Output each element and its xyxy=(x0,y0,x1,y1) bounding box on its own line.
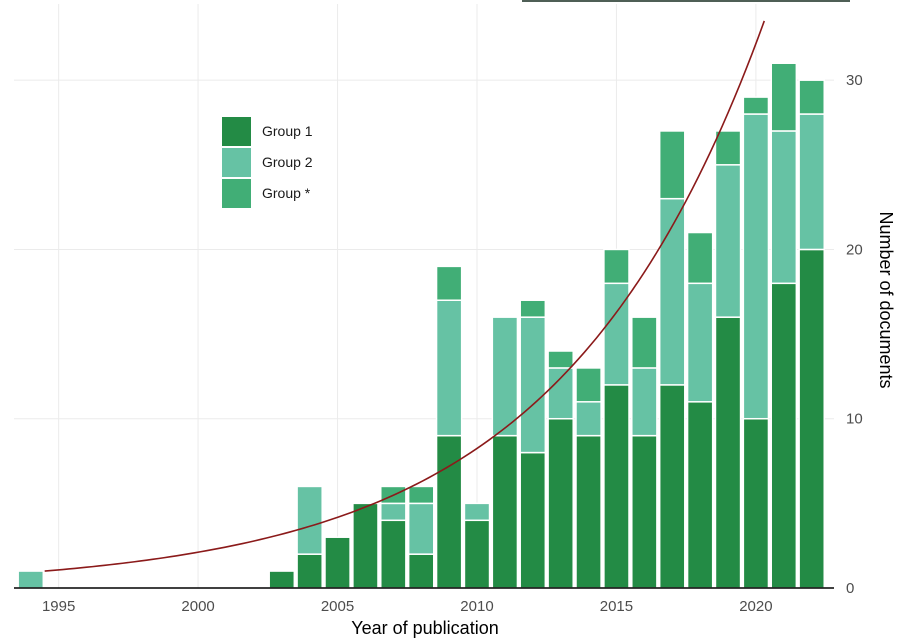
bar-segment-2016-series-3 xyxy=(631,316,658,369)
bar-segment-1994-series-2 xyxy=(17,570,45,589)
x-tick-label: 2010 xyxy=(460,598,493,615)
bar-segment-2021-series-2 xyxy=(770,130,798,285)
bar-segment-2016-series-2 xyxy=(631,367,658,437)
bar-segment-2018-series-3 xyxy=(686,231,714,285)
legend-swatch-series-3 xyxy=(222,179,251,208)
legend-label-series-2: Group 2 xyxy=(262,154,313,170)
bar-segment-2013-series-2 xyxy=(547,367,574,420)
bar-segment-2018-series-2 xyxy=(686,282,714,403)
bar-segment-2015-series-2 xyxy=(603,282,630,386)
bar-segment-2017-series-1 xyxy=(658,384,686,589)
bar-segment-2022-series-1 xyxy=(798,248,825,589)
legend-label-series-1: Group 1 xyxy=(262,123,313,139)
axes: 1995 2000 2005 2010 2015 2020 0 10 20 30 xyxy=(14,72,863,615)
bar-segment-2004-series-2 xyxy=(296,485,323,555)
bar-segment-2006-series-1 xyxy=(352,502,379,589)
bar-segment-2005-series-1 xyxy=(324,536,351,589)
bar-segment-2012-series-1 xyxy=(519,451,547,589)
y-tick-label: 10 xyxy=(846,411,863,428)
bar-segment-2008-series-2 xyxy=(407,502,435,555)
x-tick-label: 2005 xyxy=(321,598,354,615)
x-tick-label: 2000 xyxy=(181,598,214,615)
legend-label-series-3: Group * xyxy=(262,185,311,201)
bar-segment-2014-series-2 xyxy=(575,401,602,437)
bar-segment-2015-series-3 xyxy=(603,248,630,285)
bar-segment-2014-series-3 xyxy=(575,367,602,403)
bar-segment-2015-series-1 xyxy=(603,384,630,589)
bar-segment-2017-series-2 xyxy=(658,197,686,386)
bar-segment-2013-series-3 xyxy=(547,350,574,369)
bar-segment-2008-series-1 xyxy=(407,553,435,589)
x-tick-label: 2015 xyxy=(600,598,633,615)
bar-segment-2019-series-1 xyxy=(714,316,742,589)
bar-segment-2021-series-1 xyxy=(770,282,798,589)
y-tick-label: 0 xyxy=(846,580,854,597)
bar-segment-2007-series-1 xyxy=(380,519,407,589)
trend xyxy=(44,20,766,572)
bar-segment-2021-series-3 xyxy=(770,62,798,132)
y-tick-label: 30 xyxy=(846,72,863,89)
bar-segment-2010-series-2 xyxy=(463,502,491,522)
legend-swatch-series-2 xyxy=(222,148,251,177)
bar-segment-2009-series-2 xyxy=(435,299,463,437)
bar-segment-2009-series-3 xyxy=(435,265,463,301)
bar-segment-2012-series-3 xyxy=(519,299,547,318)
bar-segment-2017-series-3 xyxy=(658,130,686,200)
bar-segment-2011-series-2 xyxy=(491,316,519,437)
trend-curve xyxy=(44,20,766,572)
bar-segment-2008-series-3 xyxy=(407,485,435,505)
bar-segment-2013-series-1 xyxy=(547,417,574,589)
bars xyxy=(17,62,825,589)
legend-swatch-series-1 xyxy=(222,117,251,146)
bar-segment-2020-series-1 xyxy=(742,417,770,589)
bar-segment-2004-series-1 xyxy=(296,553,323,589)
x-tick-label: 1995 xyxy=(42,598,75,615)
x-tick-label: 2020 xyxy=(739,598,772,615)
bar-segment-2014-series-1 xyxy=(575,434,602,589)
x-axis-title: Year of publication xyxy=(351,618,498,638)
bar-segment-2009-series-1 xyxy=(435,434,463,589)
top-border-line xyxy=(522,0,850,2)
bar-segment-2022-series-3 xyxy=(798,79,825,115)
legend: Group 1 Group 2 Group * xyxy=(222,117,313,208)
y-axis-title: Number of documents xyxy=(876,211,896,388)
bar-segment-2019-series-2 xyxy=(714,164,742,318)
bar-segment-2022-series-2 xyxy=(798,113,825,251)
bar-segment-2007-series-2 xyxy=(380,502,407,522)
bar-segment-2020-series-2 xyxy=(742,113,770,420)
bar-segment-2010-series-1 xyxy=(463,519,491,589)
bar-segment-2019-series-3 xyxy=(714,130,742,166)
bar-segment-2003-series-1 xyxy=(268,570,296,589)
bar-segment-2018-series-1 xyxy=(686,401,714,589)
bar-segment-2011-series-1 xyxy=(491,434,519,589)
bar-segment-2016-series-1 xyxy=(631,434,658,589)
y-tick-label: 20 xyxy=(846,241,863,258)
bar-segment-2020-series-3 xyxy=(742,96,770,115)
bar-segment-2012-series-2 xyxy=(519,316,547,454)
